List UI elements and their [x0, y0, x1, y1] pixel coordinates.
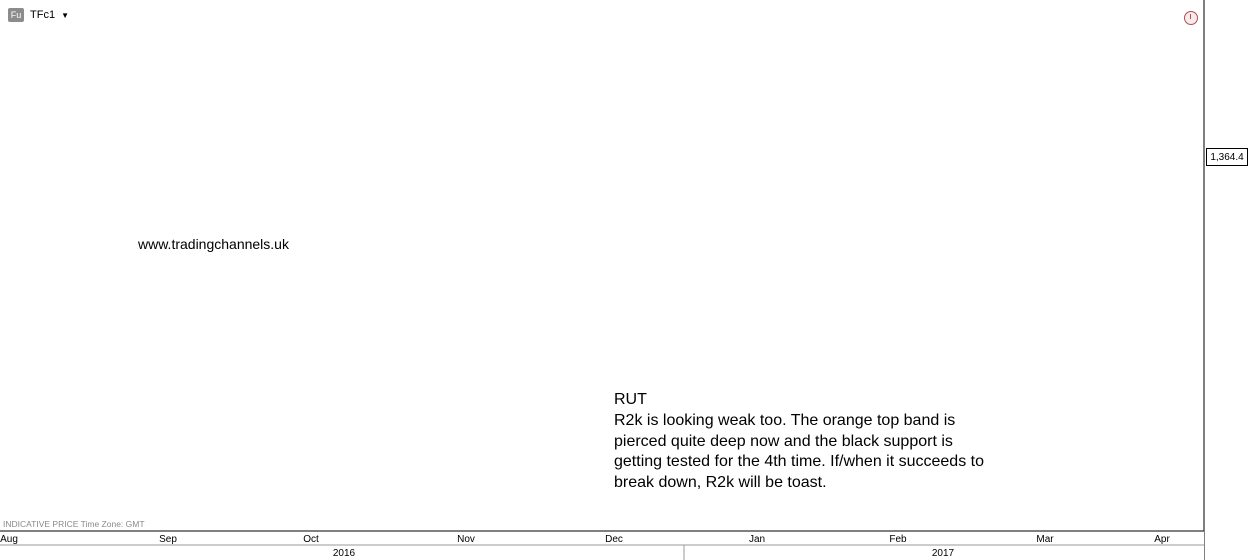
last-price-box: 1,364.4 — [1206, 148, 1248, 166]
x-month-label: Nov — [457, 534, 475, 545]
plot-area — [0, 2, 1204, 531]
x-month-label: Apr — [1154, 534, 1170, 545]
x-month-label: Dec — [605, 534, 623, 545]
x-month-label: Feb — [889, 534, 907, 545]
caret-down-icon[interactable]: ▼ — [61, 10, 69, 20]
annotation-body: R2k is looking weak too. The orange top … — [614, 412, 984, 491]
x-month-label: Sep — [159, 534, 177, 545]
x-month-label: Aug — [0, 534, 18, 545]
footer-indicative-note: INDICATIVE PRICE Time Zone: GMT — [3, 519, 145, 529]
watermark-text: www.tradingchannels.uk — [138, 236, 289, 252]
x-month-label: Mar — [1036, 534, 1054, 545]
symbol-label[interactable]: TFc1 — [30, 9, 56, 21]
x-month-label: Oct — [303, 534, 319, 545]
x-month-label: Jan — [749, 534, 765, 545]
x-year-label: 2017 — [932, 548, 955, 559]
clock-icon[interactable] — [1184, 11, 1198, 25]
fu-badge-icon: Fu — [8, 8, 24, 22]
symbol-toolbar[interactable]: Fu TFc1 ▼ — [8, 6, 69, 24]
x-year-label: 2016 — [333, 548, 356, 559]
y-axis-panel — [1204, 0, 1255, 560]
annotation-title: RUT — [614, 391, 647, 408]
